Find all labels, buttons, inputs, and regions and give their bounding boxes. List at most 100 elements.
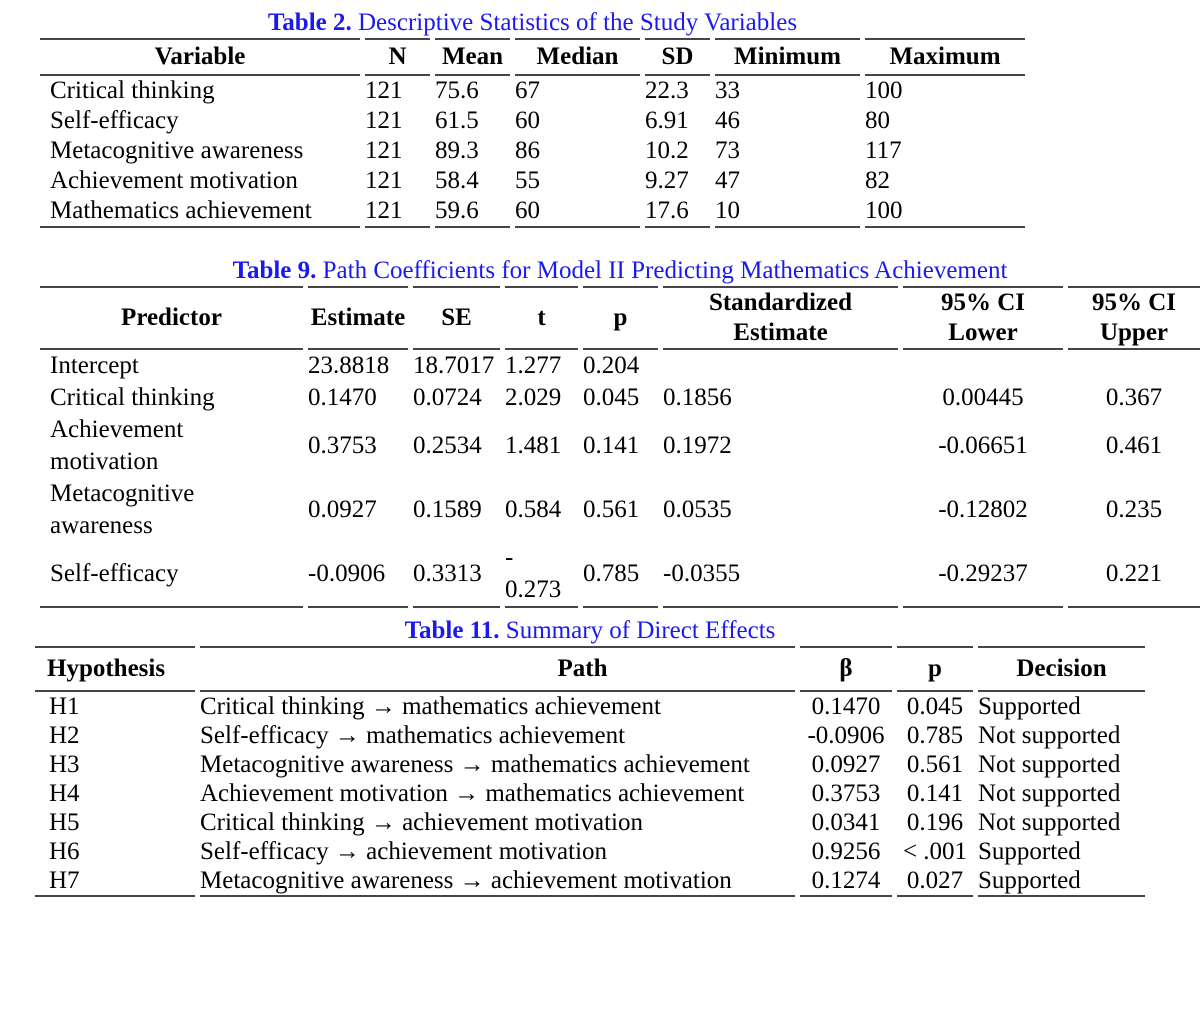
table-cell: Mathematics achievement (40, 196, 360, 228)
table-cell: 18.7017 (413, 352, 495, 379)
column-header: Minimum (715, 38, 860, 76)
table-cell: 9.27 (645, 167, 689, 194)
column-header: t (505, 286, 578, 350)
column-header: N (365, 38, 430, 76)
column-header: p (583, 286, 658, 350)
table-cell: H3 (49, 751, 80, 778)
table-cell: Supported (978, 866, 1145, 897)
table-cell: 121 (365, 137, 403, 164)
table-cell: 58.4 (435, 167, 479, 194)
table-cell: Achievement motivation → mathematics ach… (200, 780, 745, 807)
table-cell: 0.0341 (811, 809, 881, 836)
table-cell: 59.6 (435, 196, 510, 228)
table11-direct-effects: Hypothesis Path β p Decision H1 Critical… (30, 646, 1150, 897)
table-cell: 55 (515, 167, 540, 194)
table-cell (903, 350, 1063, 382)
table-cell: Metacognitive awareness → mathematics ac… (200, 751, 750, 778)
table-cell: 0.561 (906, 751, 964, 778)
table-cell: H6 (49, 838, 80, 865)
table-cell: 0.0927 (308, 496, 377, 523)
table-cell: 46 (715, 107, 740, 134)
table-cell: 0.1470 (811, 693, 881, 720)
table9-path-coefficients: Predictor Estimate SE t p Standardized E… (35, 286, 1204, 608)
table-row: H4 Achievement motivation → mathematics … (35, 779, 1145, 808)
table-cell: Critical thinking → mathematics achievem… (200, 693, 661, 720)
table-cell: 23.8818 (308, 352, 390, 379)
table-cell: 0.3753 (308, 432, 377, 459)
table-cell: 117 (865, 137, 902, 164)
table-row: H7 Metacognitive awareness → achievement… (35, 866, 1145, 897)
table2-section: Table 2. Descriptive Statistics of the S… (35, 8, 1030, 228)
table-cell: 60 (515, 196, 640, 228)
table11-title-label: Table 11. (404, 617, 500, 644)
table-cell: 0.204 (583, 352, 640, 379)
table-cell: 0.0927 (811, 751, 881, 778)
table-cell: 17.6 (645, 196, 710, 228)
table-cell: 0.221 (1068, 542, 1200, 608)
table-row: H2 Self-efficacy → mathematics achieveme… (35, 721, 1145, 750)
table-cell: 0.584 (505, 496, 562, 523)
table-cell: Metacognitive awareness → achievement mo… (200, 866, 795, 897)
table-row: Metacognitive awareness 0.0927 0.1589 0.… (40, 478, 1200, 542)
table-row: Achievement motivation 0.3753 0.2534 1.4… (40, 414, 1200, 478)
table-cell: -0.0906 (807, 722, 885, 749)
table-header-row: Hypothesis Path β p Decision (35, 646, 1145, 692)
table11-section: Table 11. Summary of Direct Effects Hypo… (30, 616, 1150, 897)
table-cell: 0.00445 (942, 384, 1024, 411)
table-cell: - 0.273 (505, 542, 578, 608)
table-cell: -0.29237 (903, 542, 1063, 608)
table-row: Self-efficacy 121 61.5 60 6.91 46 80 (40, 106, 1025, 136)
table-cell: 73 (715, 137, 740, 164)
table-cell: 0.045 (906, 693, 964, 720)
table-cell: Metacognitive awareness (50, 480, 195, 539)
table-row: Metacognitive awareness 121 89.3 86 10.2… (40, 136, 1025, 166)
table-cell: 75.6 (435, 77, 479, 104)
table-cell: Supported (978, 838, 1081, 865)
table-cell: 0.141 (906, 780, 964, 807)
table-cell: 0.027 (897, 866, 973, 897)
table2-title: Table 2. Descriptive Statistics of the S… (35, 8, 1030, 38)
table-cell: 0.367 (1105, 384, 1163, 411)
table-cell: Self-efficacy (40, 542, 303, 608)
column-header: Standardized Estimate (663, 286, 898, 350)
table-cell: 121 (365, 107, 403, 134)
table-cell: 0.1856 (663, 384, 732, 411)
table-cell: 33 (715, 77, 740, 104)
table-row: H3 Metacognitive awareness → mathematics… (35, 750, 1145, 779)
table-row: H6 Self-efficacy → achievement motivatio… (35, 837, 1145, 866)
table-cell: Achievement motivation (50, 416, 184, 475)
table-cell: Self-efficacy (50, 107, 179, 134)
column-header: SE (413, 286, 500, 350)
table-cell: 80 (865, 107, 890, 134)
table2-title-label: Table 2. (267, 9, 352, 36)
table-cell: 0.2534 (413, 432, 482, 459)
table-row: H1 Critical thinking → mathematics achie… (35, 692, 1145, 721)
table-cell: 0.3313 (413, 542, 500, 608)
table-cell: Metacognitive awareness (50, 137, 304, 164)
table-cell: 1.277 (505, 352, 562, 379)
table-cell: 0.1972 (663, 432, 732, 459)
table-cell: 0.1589 (413, 496, 482, 523)
table-cell: Critical thinking (50, 384, 215, 411)
table-header-row: Variable N Mean Median SD Minimum Maximu… (40, 38, 1025, 76)
table-cell: 67 (515, 77, 540, 104)
table-cell: Not supported (978, 751, 1121, 778)
column-header: Median (515, 38, 640, 76)
table-cell: 0.235 (1105, 496, 1163, 523)
table11-title-text: Summary of Direct Effects (499, 617, 776, 644)
document-page: Table 2. Descriptive Statistics of the S… (30, 8, 1204, 897)
table-row: Critical thinking 0.1470 0.0724 2.029 0.… (40, 382, 1200, 414)
table-cell: 0.785 (906, 722, 964, 749)
table-cell: 0.141 (583, 432, 640, 459)
table-cell: H2 (49, 722, 80, 749)
table-cell: < .001 (902, 838, 968, 865)
table-cell: H7 (35, 866, 195, 897)
table-cell: 61.5 (435, 107, 479, 134)
table-cell: Not supported (978, 722, 1121, 749)
table-cell: H1 (49, 693, 80, 720)
table-header-row: Predictor Estimate SE t p Standardized E… (40, 286, 1200, 350)
table-row: Critical thinking 121 75.6 67 22.3 33 10… (40, 76, 1025, 106)
table-cell: 47 (715, 167, 740, 194)
table-cell: Supported (978, 693, 1081, 720)
column-header: Path (200, 646, 795, 692)
